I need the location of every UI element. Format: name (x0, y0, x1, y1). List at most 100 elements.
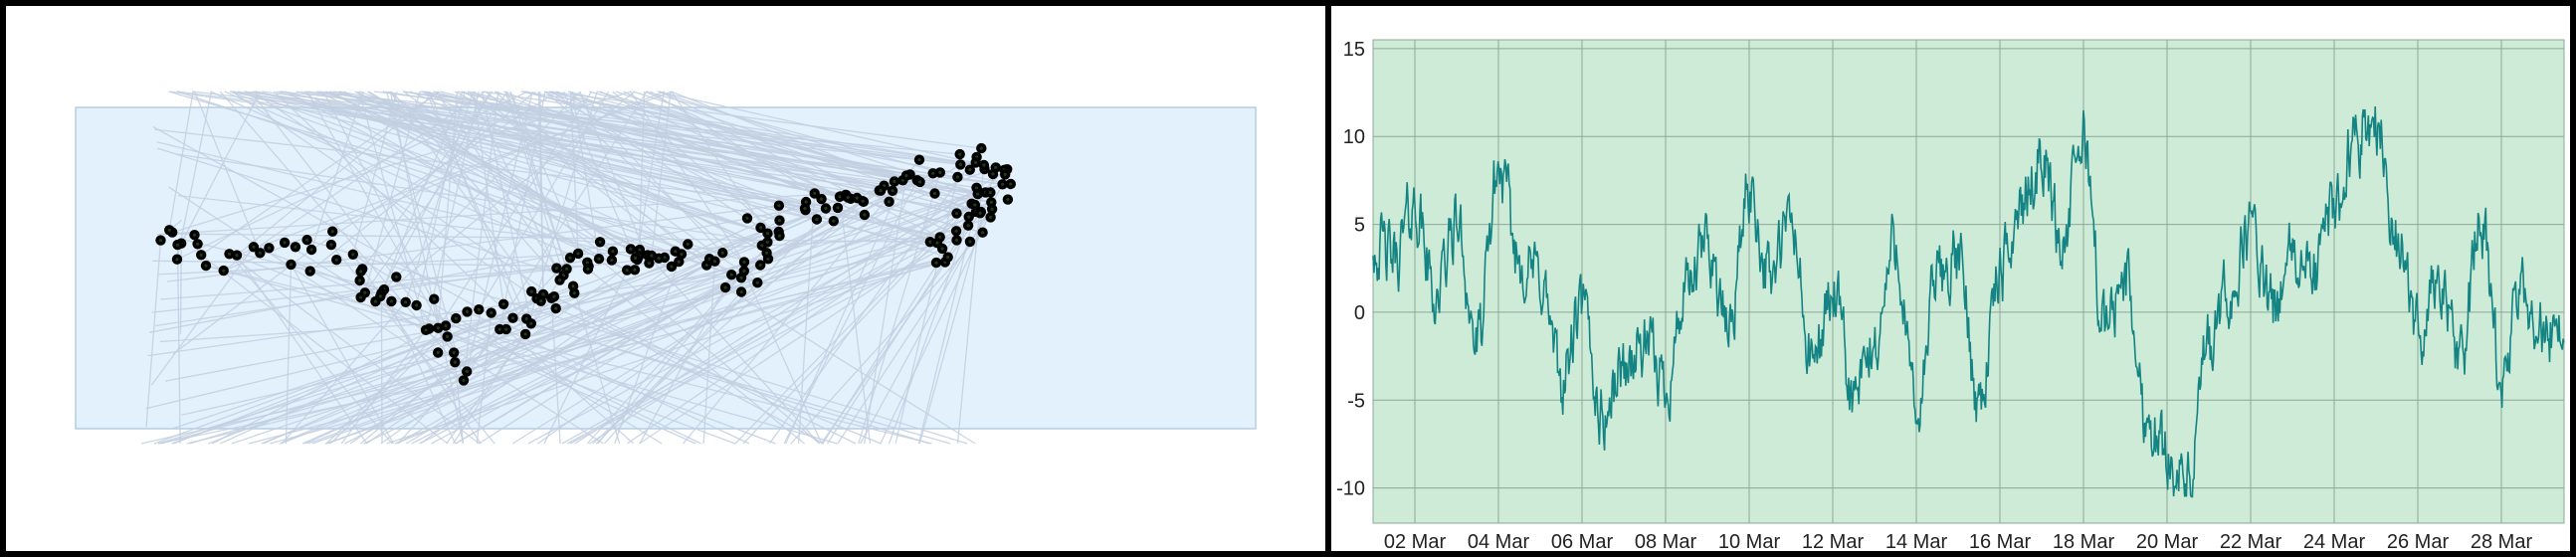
graph-node-center (436, 350, 440, 355)
graph-link (822, 204, 976, 445)
graph-link (365, 333, 526, 445)
graph-node-center (258, 251, 262, 255)
graph-link (419, 266, 673, 445)
graph-link (284, 242, 604, 445)
graph-node (887, 185, 898, 196)
graph-node-center (558, 278, 562, 282)
graph-node-center (803, 206, 807, 211)
graph-link (157, 379, 465, 445)
graph-link (880, 209, 993, 445)
graph-node-center (504, 327, 508, 331)
graph-link (148, 198, 852, 333)
graph-node-center (680, 252, 684, 257)
graph-node (607, 246, 619, 257)
graph-link (380, 91, 464, 294)
graph-node-center (1009, 182, 1013, 186)
graph-node-center (497, 327, 501, 331)
graph-node (164, 225, 175, 236)
graph-link (527, 203, 972, 445)
graph-node-center (677, 260, 681, 264)
graph-link (152, 125, 526, 335)
graph-link (917, 192, 981, 445)
graph-node-center (954, 212, 959, 216)
graph-node-center (501, 302, 505, 306)
graph-node-center (629, 247, 633, 251)
graph-node-center (979, 146, 983, 150)
graph-node-center (976, 192, 980, 196)
graph-node (630, 253, 641, 264)
graph-node-center (758, 226, 763, 230)
graph-link (478, 91, 610, 310)
x-tick-label: 02 Mar (1384, 531, 1447, 551)
graph-node (218, 265, 229, 277)
graph-node (977, 227, 988, 238)
graph-node (756, 240, 767, 251)
graph-link (150, 246, 255, 386)
x-tick-label: 12 Mar (1802, 531, 1865, 551)
graph-link (183, 239, 385, 290)
graph-node-center (647, 262, 652, 266)
graph-node-center (529, 289, 533, 293)
graph-node-center (634, 256, 638, 261)
graph-link (151, 258, 660, 313)
graph-link (244, 91, 715, 263)
graph-node-center (359, 270, 363, 274)
graph-node-center (988, 190, 993, 195)
graph-node-center (879, 189, 883, 193)
graph-node-center (462, 378, 466, 382)
graph-node (914, 176, 925, 188)
graph-node (629, 265, 641, 276)
graph-link (403, 91, 614, 253)
graph-link (639, 225, 969, 445)
graph-node (889, 176, 900, 187)
graph-node-center (436, 326, 440, 330)
graph-node-center (204, 264, 208, 268)
graph-link (304, 180, 895, 445)
graph-node (325, 239, 337, 251)
graph-link (790, 232, 984, 445)
graph-node (970, 157, 981, 168)
graph-node-center (597, 257, 601, 261)
graph-node (859, 209, 871, 221)
graph-node-center (227, 252, 232, 256)
graph-node (774, 215, 785, 226)
graph-node (717, 248, 728, 259)
graph-node (934, 167, 945, 178)
network-graph-panel (6, 6, 1325, 551)
graph-link (894, 164, 961, 445)
graph-node (622, 265, 633, 276)
graph-node-center (739, 276, 743, 279)
graph-node (264, 243, 275, 254)
graph-node (486, 307, 496, 318)
graph-link (224, 91, 628, 272)
graph-node-center (454, 316, 458, 320)
graph-node (884, 196, 894, 207)
graph-node (411, 299, 422, 311)
graph-node (189, 230, 200, 241)
graph-node-center (813, 191, 817, 195)
graph-link (614, 261, 680, 445)
graph-node-center (329, 243, 333, 247)
graph-link (797, 193, 816, 445)
graph-node-center (465, 309, 470, 313)
graph-node (400, 296, 411, 307)
graph-node (1005, 178, 1016, 190)
graph-node-center (958, 162, 962, 166)
graph-node (674, 256, 685, 268)
graph-node-center (974, 160, 978, 164)
graph-node-center (415, 303, 419, 307)
graph-node (305, 244, 317, 256)
plot-area (1372, 39, 2565, 524)
graph-node-center (638, 248, 642, 252)
graph-node (952, 171, 963, 183)
graph-link (176, 91, 528, 261)
graph-link (658, 91, 985, 166)
graph-node-center (196, 242, 200, 246)
graph-node (800, 196, 812, 208)
graph-link (555, 307, 882, 445)
graph-node (286, 259, 297, 271)
graph-link (285, 91, 628, 272)
y-axis-ticks: -10 -5 0 5 10 15 (1336, 39, 1365, 500)
graph-link (373, 91, 961, 166)
graph-node-center (954, 229, 958, 233)
